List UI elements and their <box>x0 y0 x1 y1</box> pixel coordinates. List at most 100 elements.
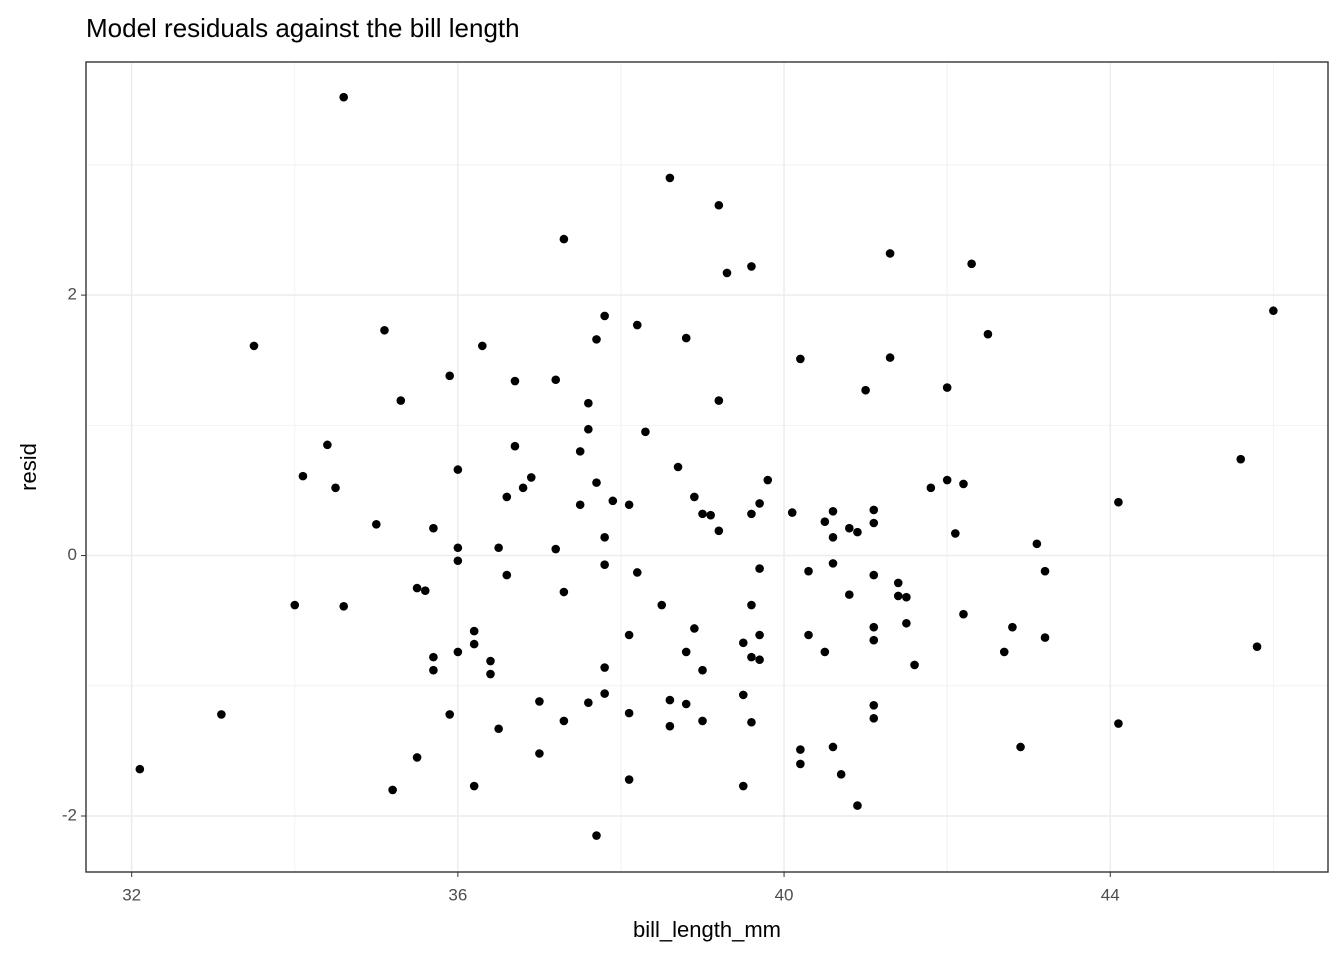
point <box>429 665 438 675</box>
point <box>714 396 724 405</box>
point <box>559 716 569 726</box>
point <box>836 770 846 779</box>
point <box>559 587 569 597</box>
y-tick-label: 2 <box>68 285 77 304</box>
point <box>747 600 756 610</box>
point <box>502 492 512 502</box>
point <box>714 526 724 536</box>
point <box>796 745 805 754</box>
point <box>755 630 764 640</box>
point <box>861 385 870 395</box>
point <box>690 624 699 633</box>
point <box>820 647 830 657</box>
point <box>331 483 340 493</box>
point <box>445 371 455 381</box>
point <box>551 375 561 385</box>
point <box>584 424 593 434</box>
point <box>1040 633 1050 642</box>
point <box>1016 742 1025 752</box>
x-tick-label: 32 <box>122 885 141 904</box>
point <box>681 699 691 709</box>
point <box>983 329 993 339</box>
point <box>796 759 805 769</box>
point <box>893 578 903 588</box>
x-tick-label: 44 <box>1101 885 1120 904</box>
point <box>657 600 667 610</box>
point <box>902 618 911 628</box>
point <box>632 568 642 577</box>
point <box>681 333 691 343</box>
point <box>869 622 879 632</box>
point <box>673 462 683 472</box>
point <box>926 483 936 493</box>
point <box>828 533 838 542</box>
point <box>828 559 838 568</box>
point <box>494 543 503 553</box>
point <box>600 533 609 542</box>
point <box>486 656 495 666</box>
point <box>738 638 748 648</box>
point <box>1114 719 1123 728</box>
point <box>641 427 650 437</box>
point <box>135 764 145 774</box>
point <box>942 475 952 485</box>
point <box>469 781 479 791</box>
point <box>469 626 479 636</box>
point <box>429 523 438 533</box>
point <box>845 590 854 599</box>
point <box>592 478 601 487</box>
point <box>951 529 960 538</box>
point <box>681 647 691 657</box>
point <box>747 652 756 662</box>
point <box>592 335 601 344</box>
point <box>853 527 862 537</box>
point <box>755 564 764 573</box>
point <box>592 831 601 840</box>
point <box>853 801 862 810</box>
point <box>323 440 332 450</box>
point <box>885 353 895 362</box>
point <box>429 652 438 662</box>
point <box>518 483 528 493</box>
point <box>535 697 544 706</box>
point <box>738 781 748 791</box>
point <box>714 200 724 210</box>
point <box>1252 642 1262 652</box>
point <box>600 689 609 698</box>
point <box>249 341 259 351</box>
panel-border <box>85 61 1329 873</box>
point <box>755 499 764 508</box>
point <box>412 753 422 762</box>
y-axis-title: resid <box>16 443 41 491</box>
point <box>535 749 544 758</box>
point <box>665 721 675 731</box>
point <box>722 268 732 278</box>
point <box>420 586 430 596</box>
point <box>804 566 813 576</box>
point <box>445 710 455 719</box>
x-tick-label: 40 <box>775 885 794 904</box>
point <box>747 509 756 519</box>
point <box>551 544 561 554</box>
point <box>396 396 406 405</box>
point <box>910 660 919 670</box>
point <box>502 570 512 580</box>
point <box>747 262 756 271</box>
point <box>959 479 968 489</box>
point <box>755 655 764 665</box>
point <box>624 630 634 640</box>
point <box>453 465 463 474</box>
point <box>902 592 911 602</box>
point <box>453 543 463 553</box>
point <box>698 509 707 519</box>
point <box>486 669 495 679</box>
point <box>494 724 503 734</box>
chart-title: Model residuals against the bill length <box>86 13 520 43</box>
point <box>698 665 707 675</box>
point <box>624 708 634 718</box>
point <box>690 492 699 502</box>
point <box>510 376 520 386</box>
point <box>942 383 952 392</box>
point <box>893 591 903 601</box>
point <box>632 320 642 330</box>
